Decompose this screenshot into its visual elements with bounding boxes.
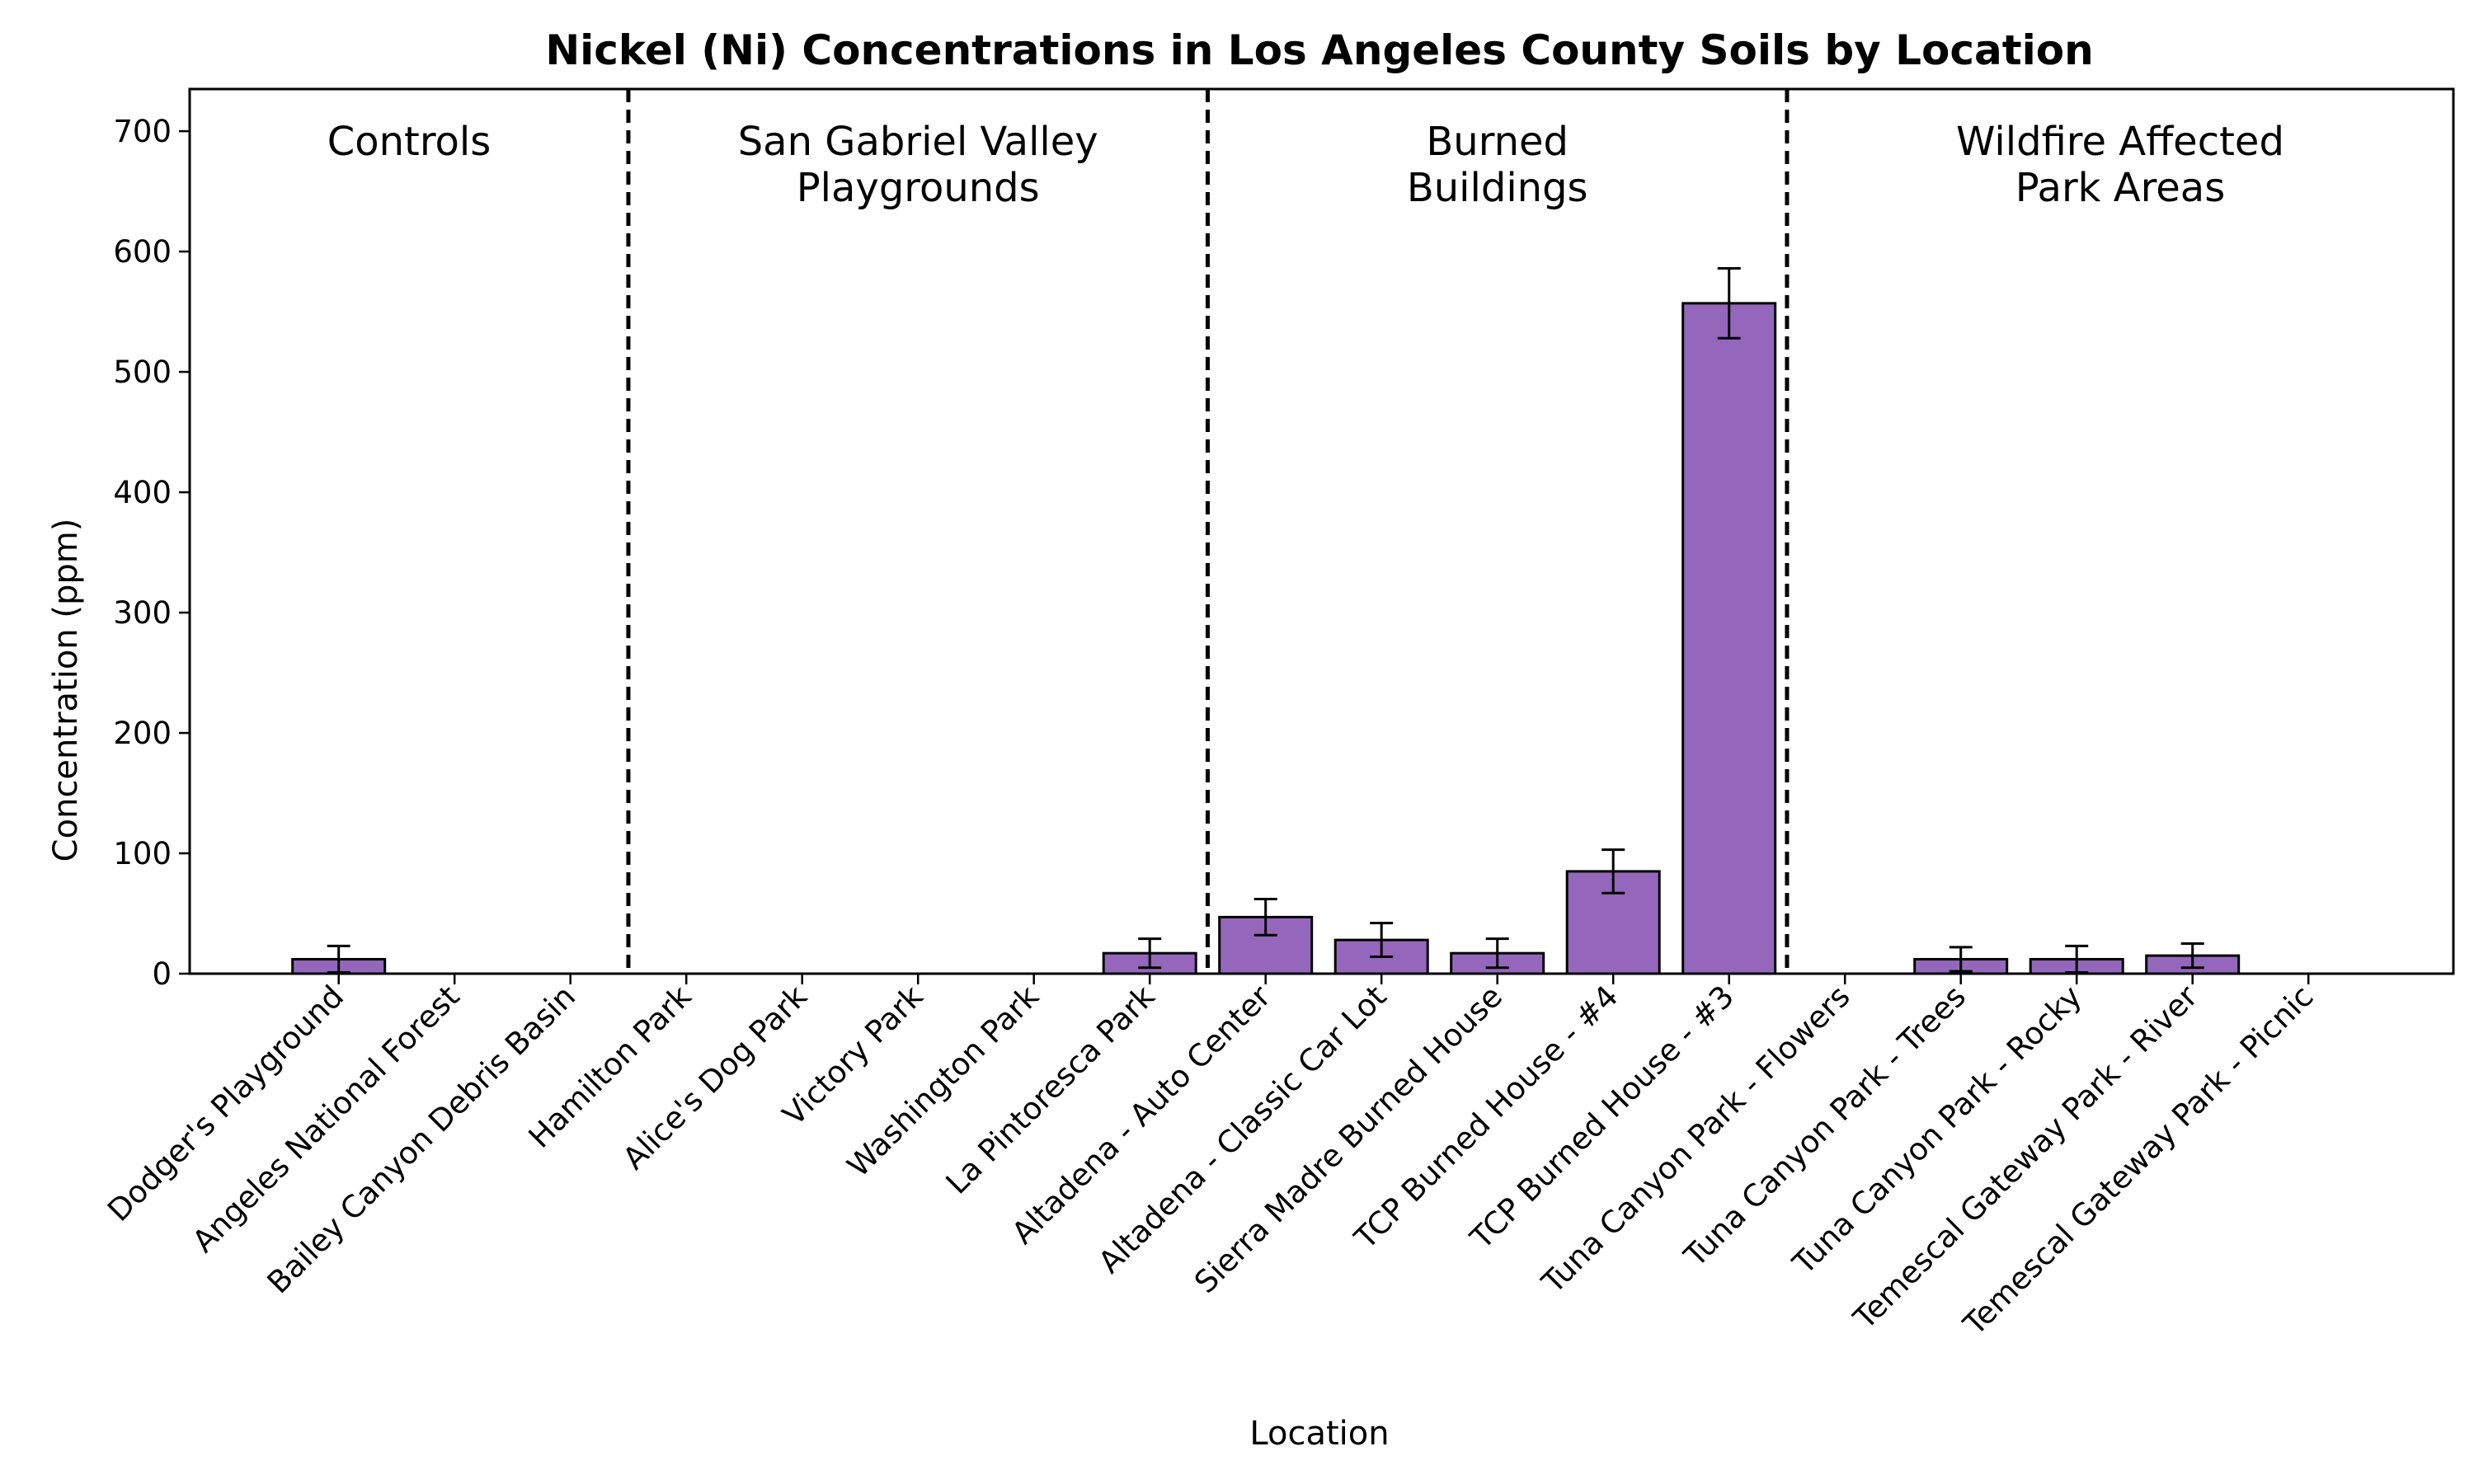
group-label-0: Controls — [327, 119, 492, 165]
y-tick-label-300: 300 — [113, 595, 172, 631]
group-label-line: Buildings — [1407, 165, 1588, 211]
y-tick-label-600: 600 — [113, 234, 172, 270]
group-label-line: San Gabriel Valley — [738, 119, 1098, 165]
y-tick-label-500: 500 — [113, 355, 172, 390]
bar-12 — [1681, 302, 1777, 975]
y-tick-label-100: 100 — [113, 836, 172, 871]
x-tick-label-0: Dodger's Playground — [101, 979, 350, 1228]
axes-frame — [188, 87, 2455, 975]
y-axis-label: Concentration (ppm) — [47, 519, 85, 862]
y-tick-label-700: 700 — [113, 114, 172, 149]
plot-area: Controls San Gabriel Valley Playgrounds Bur… — [101, 87, 2455, 1343]
group-label-3: Wildfire Affected Park Areas — [1956, 119, 2284, 211]
group-label-2: Burned Buildings — [1407, 119, 1588, 211]
group-label-line: Playgrounds — [797, 165, 1040, 211]
group-label-line: Controls — [327, 119, 492, 165]
group-label-line: Park Areas — [2015, 165, 2225, 211]
x-axis-label: Location — [1249, 1415, 1389, 1453]
group-label-1: San Gabriel Valley Playgrounds — [738, 119, 1098, 211]
chart-title: Nickel (Ni) Concentrations in Los Angele… — [545, 26, 2093, 74]
y-tick-label-200: 200 — [113, 716, 172, 751]
group-label-line: Wildfire Affected — [1956, 119, 2284, 165]
group-label-line: Burned — [1426, 119, 1569, 165]
x-tick-label-7: La Pintoresca Park — [939, 979, 1162, 1201]
x-tick-label-6: Washington Park — [840, 979, 1046, 1184]
y-tick-label-0: 0 — [152, 956, 172, 992]
y-tick-label-400: 400 — [113, 475, 172, 510]
